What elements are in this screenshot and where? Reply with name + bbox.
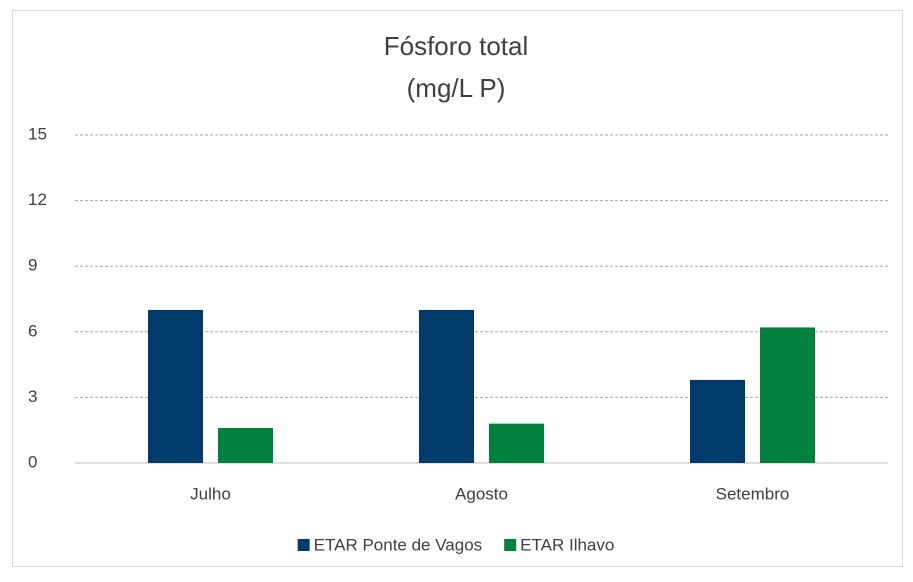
x-tick-label: Agosto	[455, 484, 508, 503]
y-tick-label: 12	[28, 190, 47, 209]
bar	[148, 309, 203, 463]
bar	[760, 327, 815, 463]
bar	[489, 423, 544, 463]
x-tick-label: Julho	[190, 484, 231, 503]
legend-label: ETAR Ilhavo	[520, 535, 614, 554]
y-tick-label: 3	[28, 387, 37, 406]
bar	[690, 379, 745, 463]
y-tick-label: 15	[28, 124, 47, 143]
x-tick-label: Setembro	[716, 484, 790, 503]
legend-label: ETAR Ponte de Vagos	[314, 535, 483, 554]
chart-subtitle: (mg/L P)	[407, 73, 506, 103]
y-tick-label: 6	[28, 321, 37, 340]
y-tick-label: 0	[28, 452, 37, 471]
bar	[218, 428, 273, 463]
bar	[419, 309, 474, 463]
y-tick-label: 9	[28, 256, 37, 275]
legend-swatch	[504, 539, 517, 551]
legend-swatch	[297, 539, 310, 551]
chart-frame	[12, 10, 903, 567]
chart-title: Fósforo total	[384, 31, 529, 61]
